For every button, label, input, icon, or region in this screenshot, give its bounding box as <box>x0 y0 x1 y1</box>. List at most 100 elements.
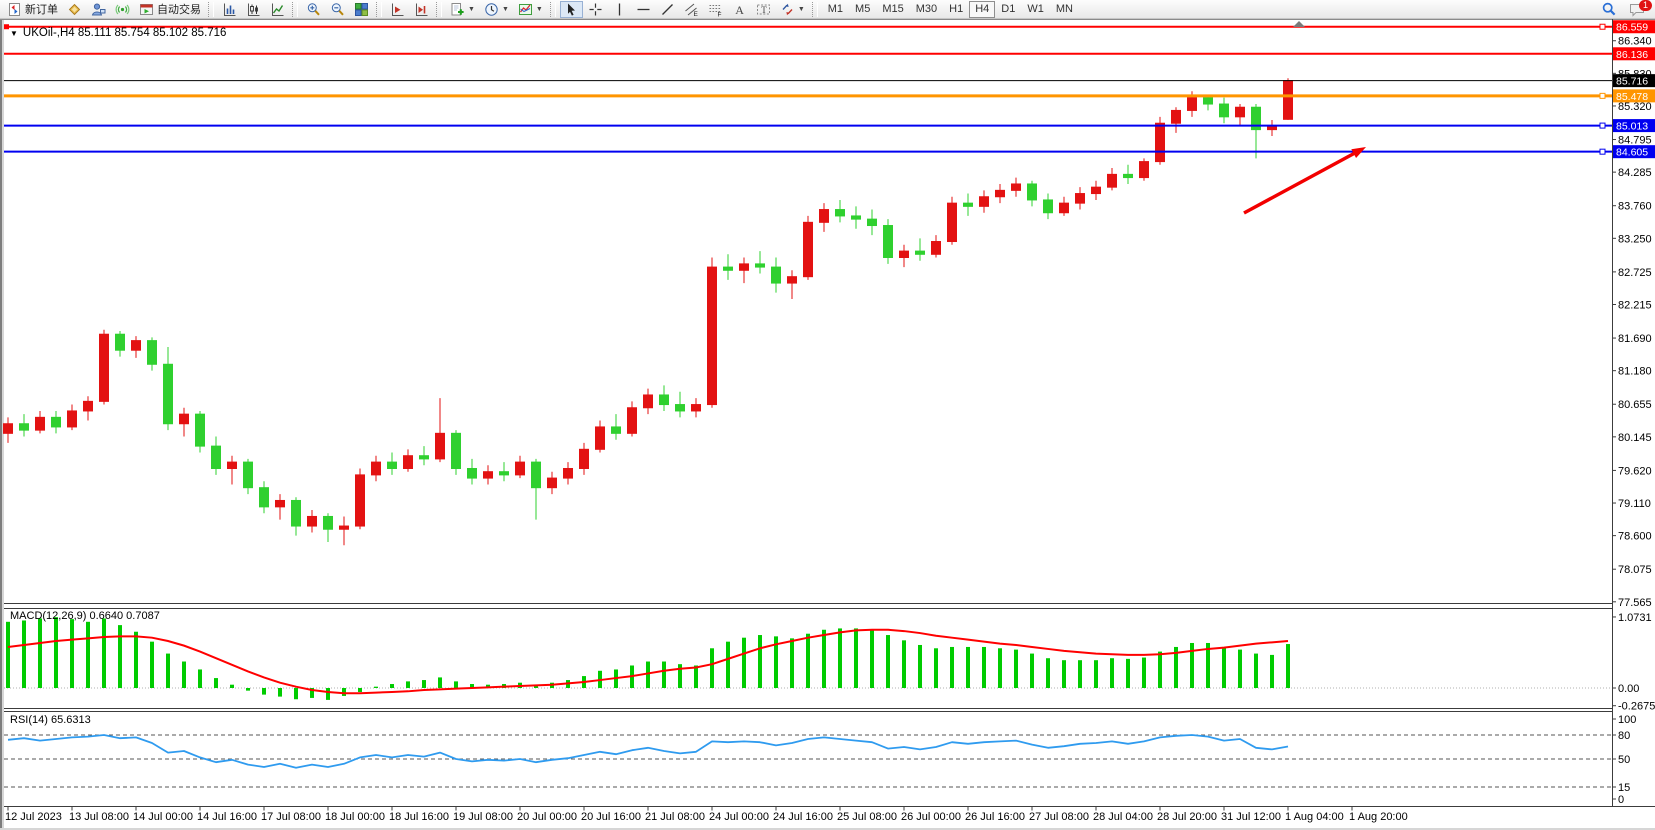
periods-button[interactable]: ▼ <box>480 1 513 18</box>
timeframe-mn-button[interactable]: MN <box>1055 2 1073 15</box>
trendline-tool-button[interactable] <box>656 1 679 18</box>
date-tick-label: 18 Jul 00:00 <box>325 811 385 823</box>
toolbar-grip[interactable] <box>292 1 298 17</box>
shift-end-icon <box>416 3 428 16</box>
date-tick-label: 24 Jul 16:00 <box>773 811 833 823</box>
macd-histogram-bar <box>1142 657 1146 688</box>
candle-body <box>1107 173 1117 188</box>
annotation-arrow-head[interactable] <box>1351 147 1366 159</box>
price-tick-label: 82.215 <box>1618 299 1652 311</box>
date-tick-label: 24 Jul 00:00 <box>709 811 769 823</box>
zoom-in-button[interactable] <box>302 1 325 18</box>
vertical-line-tool-button[interactable] <box>608 1 631 18</box>
price-line-badge <box>1613 74 1655 88</box>
accounts-button[interactable] <box>87 1 110 18</box>
text-tool-button[interactable]: A <box>728 1 751 18</box>
svg-text:T: T <box>761 4 767 14</box>
price-tick-label: 86.340 <box>1618 36 1652 48</box>
chart-shift-marker[interactable] <box>1293 21 1305 27</box>
candle-body <box>163 363 173 425</box>
date-tick-label: 1 Aug 20:00 <box>1349 811 1408 823</box>
macd-histogram-bar <box>822 629 826 688</box>
candle-body <box>819 209 829 223</box>
timeframe-m30-button[interactable]: M30 <box>915 2 938 15</box>
macd-histogram-bar <box>998 648 1002 688</box>
indicators-button[interactable]: ▼ <box>514 1 547 18</box>
macd-histogram-bar <box>166 653 170 688</box>
macd-histogram-bar <box>1046 658 1050 688</box>
line-anchor-handle[interactable] <box>1599 23 1606 30</box>
chart-shift-button[interactable] <box>410 1 433 18</box>
macd-histogram-bar <box>1062 660 1066 688</box>
arrows-icon <box>782 3 793 15</box>
price-line-badge <box>1613 89 1655 103</box>
timeframe-d1-button[interactable]: D1 <box>1001 2 1016 15</box>
market-button[interactable] <box>63 1 86 18</box>
horizontal-line-tool-button[interactable] <box>632 1 655 18</box>
chart-menu-icon[interactable]: ▼ <box>10 28 18 38</box>
horizontal-line-icon <box>637 8 650 10</box>
timeframe-h4-button[interactable]: H4 <box>969 0 996 18</box>
candle-body <box>851 215 861 220</box>
toolbar-grip[interactable] <box>811 1 818 17</box>
annotation-arrow[interactable] <box>1243 150 1359 215</box>
line-anchor-handle[interactable] <box>4 24 9 30</box>
candle-body <box>3 423 13 434</box>
price-tick-label: 84.285 <box>1618 167 1652 179</box>
price-line-badge-label: 86.559 <box>1616 22 1648 34</box>
line-anchor-handle[interactable] <box>1599 92 1606 99</box>
date-tick-label: 25 Jul 08:00 <box>837 811 897 823</box>
macd-histogram-bar <box>1286 644 1290 688</box>
line-chart-button[interactable] <box>266 1 289 18</box>
macd-histogram-bar <box>710 648 714 688</box>
timeframe-m5-button[interactable]: M5 <box>855 2 871 15</box>
macd-histogram-bar <box>1126 658 1130 688</box>
timeframe-w1-button[interactable]: W1 <box>1027 2 1044 15</box>
macd-histogram-bar <box>118 625 122 688</box>
toolbar-grip[interactable] <box>208 1 214 17</box>
date-tick-label: 13 Jul 08:00 <box>69 811 129 823</box>
date-tick-label: 26 Jul 00:00 <box>901 811 961 823</box>
line-anchor-handle[interactable] <box>1599 148 1606 155</box>
notifications-button[interactable]: 1 <box>1622 0 1652 18</box>
zoom-out-icon <box>331 2 344 15</box>
toolbar-grip[interactable] <box>436 1 442 17</box>
toolbar-grip[interactable] <box>376 1 382 17</box>
zoom-out-button[interactable] <box>326 1 349 18</box>
macd-histogram-bar <box>422 680 426 688</box>
candle-body <box>995 189 1005 198</box>
toolbar-grip[interactable] <box>549 1 556 17</box>
candle-body <box>211 445 221 469</box>
date-tick-label: 28 Jul 20:00 <box>1157 811 1217 823</box>
chart-title: ▼ UKOil-,H4 85.111 85.754 85.102 85.716 <box>10 27 226 39</box>
auto-scroll-button[interactable] <box>386 1 409 18</box>
candle-body <box>659 394 669 406</box>
search-button[interactable] <box>1597 1 1621 18</box>
candle-body <box>595 426 605 450</box>
text-label-tool-button[interactable]: T <box>752 1 775 18</box>
candle-chart-button[interactable] <box>242 1 265 18</box>
new-order-button[interactable]: 新订单 <box>3 1 62 18</box>
equidistant-channel-tool-button[interactable]: E <box>680 1 703 18</box>
macd-histogram-bar <box>1238 649 1242 688</box>
main-toolbar: 新订单 自动交易 ▼ ▼ <box>0 0 1655 19</box>
cursor-tool-button[interactable] <box>559 0 583 18</box>
autotrade-button[interactable]: 自动交易 <box>135 1 205 18</box>
signals-button[interactable] <box>111 1 134 18</box>
macd-histogram-bar <box>134 631 138 688</box>
line-anchor-handle[interactable] <box>1599 122 1606 129</box>
timeframe-m1-button[interactable]: M1 <box>827 2 844 15</box>
timeframe-m15-button[interactable]: M15 <box>882 2 904 15</box>
window-bottom-edge <box>0 828 1655 830</box>
candle-body <box>435 432 445 460</box>
crosshair-tool-button[interactable] <box>584 1 607 18</box>
timeframe-h1-button[interactable]: H1 <box>949 2 964 15</box>
candle-body <box>1155 122 1165 163</box>
bar-chart-button[interactable] <box>218 1 241 18</box>
price-tick-label: 81.690 <box>1618 333 1652 345</box>
tile-windows-button[interactable] <box>350 1 373 18</box>
fibonacci-tool-button[interactable]: F <box>704 1 727 18</box>
arrows-tool-button[interactable]: ▼ <box>776 1 809 18</box>
new-chart-button[interactable]: ▼ <box>446 1 479 18</box>
